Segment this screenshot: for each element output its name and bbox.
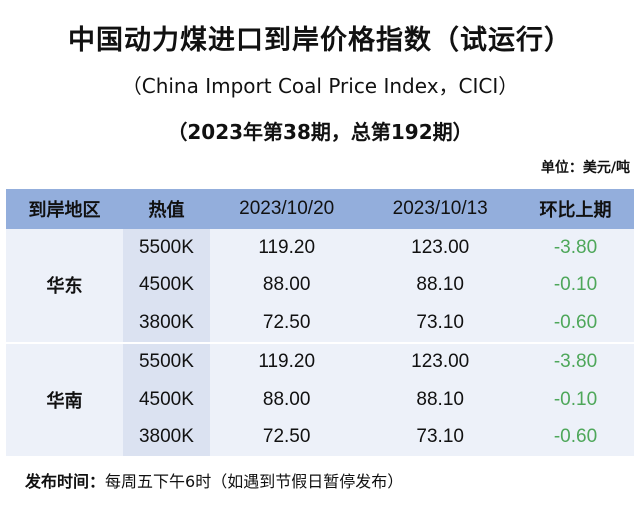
page-title: 中国动力煤进口到岸价格指数（试运行）	[68, 25, 572, 56]
heat-value-cell: 3800K	[123, 304, 210, 343]
table-row: 4500K 88.00 88.10 -0.10	[6, 266, 634, 304]
heat-value-cell: 5500K	[123, 229, 210, 267]
table-row: 4500K 88.00 88.10 -0.10	[6, 381, 634, 419]
heat-value-cell: 4500K	[123, 266, 210, 304]
change-cell: -0.60	[516, 418, 634, 456]
current-price-cell: 119.20	[209, 341, 364, 381]
region-cell: 华东	[6, 229, 124, 343]
change-cell: -3.80	[516, 341, 634, 381]
table-row: 3800K 72.50 73.10 -0.60	[6, 304, 634, 343]
previous-price-cell: 88.10	[363, 266, 517, 304]
current-price-cell: 119.20	[209, 229, 364, 267]
change-cell: -0.60	[516, 304, 634, 343]
previous-price-cell: 88.10	[363, 381, 517, 419]
previous-price-cell: 73.10	[363, 418, 517, 456]
footer-label: 发布时间：	[25, 472, 106, 491]
header-heat-value: 热值	[123, 189, 210, 229]
change-cell: -0.10	[516, 381, 634, 419]
heat-value-cell: 4500K	[123, 381, 210, 419]
issue-number: （2023年第38期，总第192期）	[167, 120, 473, 144]
table-header: 到岸地区 热值 2023/10/20 2023/10/13 环比上期	[6, 189, 634, 229]
page-subtitle: （China Import Coal Price Index，CICI）	[121, 74, 519, 98]
current-price-cell: 88.00	[209, 381, 364, 419]
heat-value-cell: 3800K	[123, 418, 210, 456]
region-cell: 华南	[6, 341, 124, 456]
price-table: 到岸地区 热值 2023/10/20 2023/10/13 环比上期 华东 550…	[6, 189, 634, 456]
previous-price-cell: 123.00	[363, 341, 517, 381]
heat-value-cell: 5500K	[123, 341, 210, 381]
table-row: 3800K 72.50 73.10 -0.60	[6, 418, 634, 456]
footer-text: 每周五下午6时（如遇到节假日暂停发布）	[105, 472, 404, 491]
change-cell: -0.10	[516, 266, 634, 304]
header-previous-date: 2023/10/13	[363, 189, 517, 229]
footer-note: 发布时间：每周五下午6时（如遇到节假日暂停发布）	[25, 468, 403, 492]
table-row: 华东 5500K 119.20 123.00 -3.80	[6, 229, 634, 343]
header-change: 环比上期	[516, 189, 634, 229]
current-price-cell: 72.50	[209, 304, 364, 343]
unit-label: 单位：美元/吨	[540, 160, 630, 176]
previous-price-cell: 123.00	[363, 229, 517, 267]
previous-price-cell: 73.10	[363, 304, 517, 343]
header-region: 到岸地区	[6, 189, 124, 229]
change-cell: -3.80	[516, 229, 634, 267]
current-price-cell: 72.50	[209, 418, 364, 456]
header-current-date: 2023/10/20	[209, 189, 364, 229]
table-row: 华南 5500K 119.20 123.00 -3.80	[6, 341, 634, 456]
current-price-cell: 88.00	[209, 266, 364, 304]
